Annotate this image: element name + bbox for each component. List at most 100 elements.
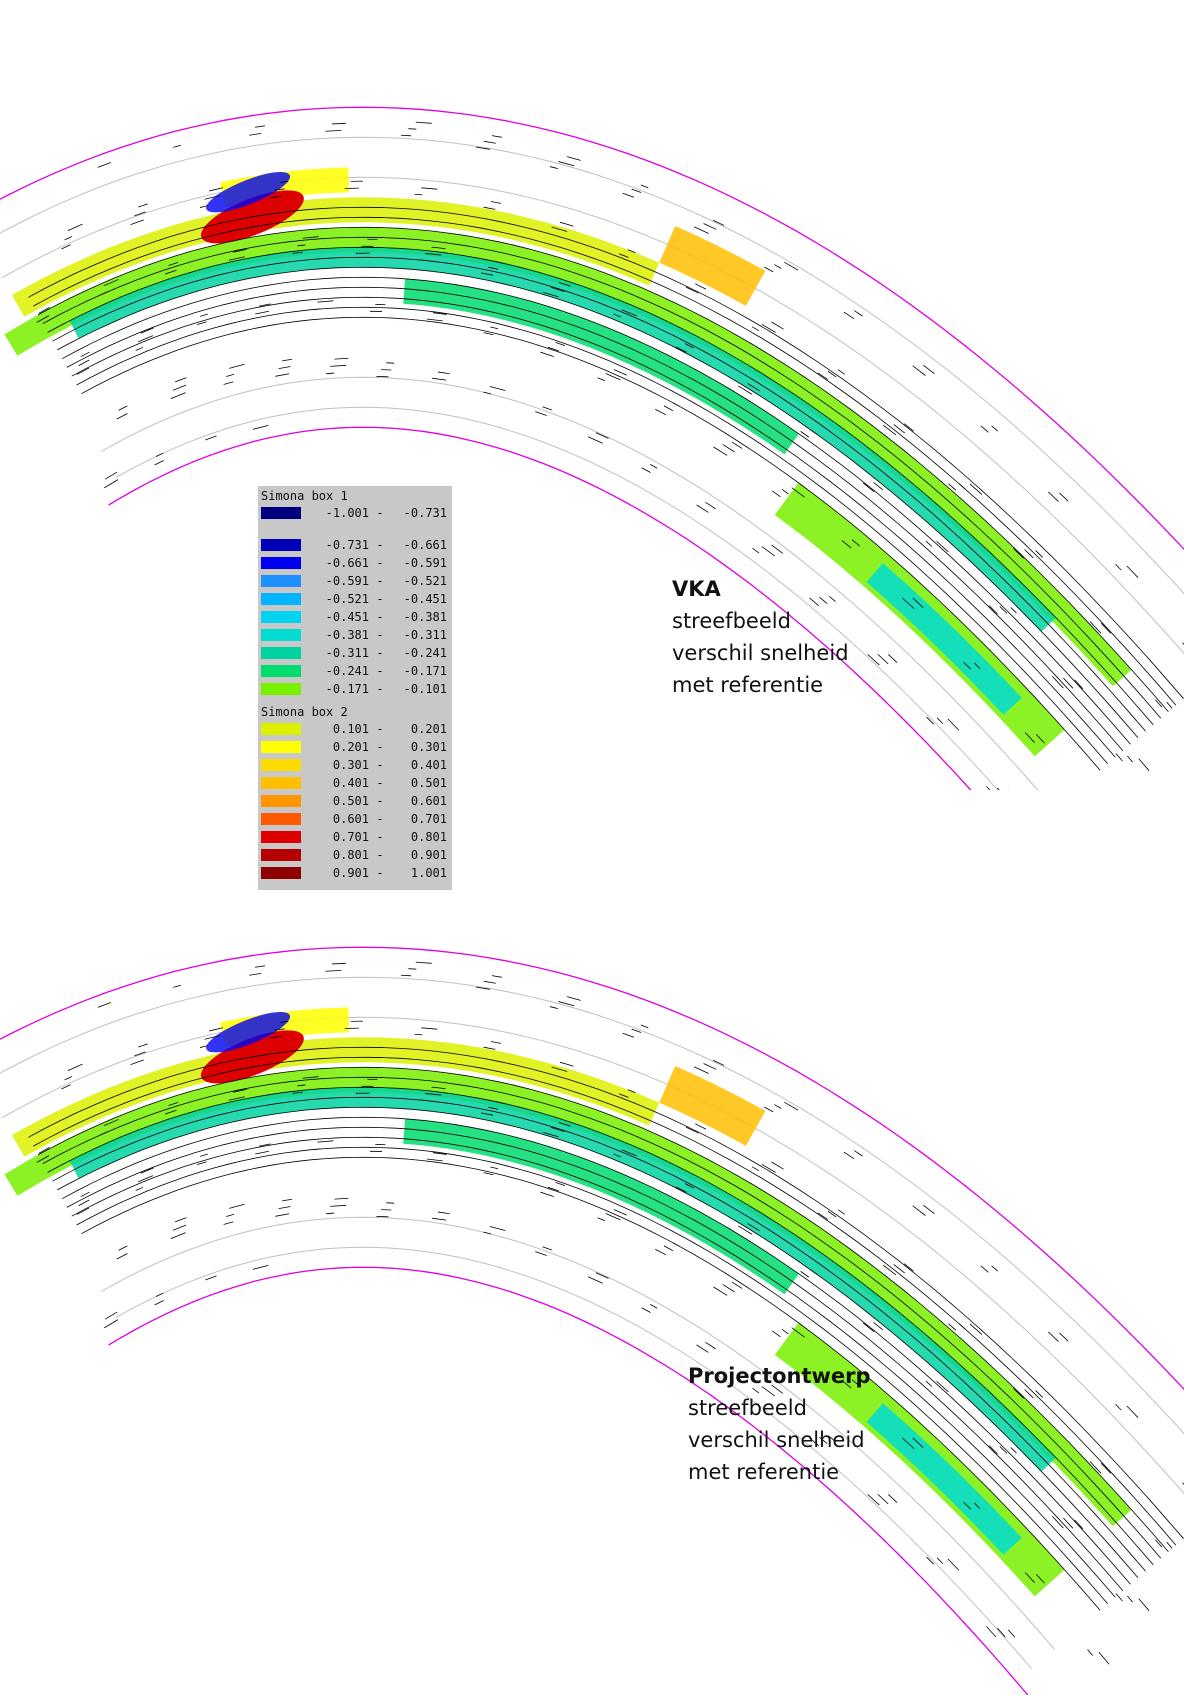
flow-streamline xyxy=(81,1156,1101,1611)
flow-vector xyxy=(784,1101,799,1111)
flow-vector xyxy=(747,383,760,392)
legend-dash: - xyxy=(376,866,384,880)
flow-vector xyxy=(170,1232,186,1240)
legend-high: 0.601 xyxy=(410,794,447,808)
flow-vector xyxy=(258,303,271,307)
flow-vector xyxy=(771,1384,783,1394)
flow-vector xyxy=(827,1210,837,1218)
flow-vector xyxy=(488,1106,499,1110)
flow-vector xyxy=(621,1149,637,1157)
flow-vector xyxy=(490,1041,501,1044)
flow-vector xyxy=(641,1307,651,1313)
flow-vector xyxy=(137,1175,154,1183)
flow-vector xyxy=(605,373,621,381)
flow-vector xyxy=(973,1502,981,1509)
legend-high: 0.701 xyxy=(410,812,447,826)
grid-line xyxy=(1,1016,1184,1495)
legend-dash: - xyxy=(376,592,384,606)
flow-vector xyxy=(551,226,568,232)
flow-vector xyxy=(118,405,128,411)
flow-vector xyxy=(893,1264,905,1274)
flow-vector xyxy=(649,464,658,469)
flow-vector xyxy=(543,1131,559,1138)
flow-vector xyxy=(223,381,234,385)
flow-vector xyxy=(491,135,502,138)
legend-low: -0.311 xyxy=(325,646,369,660)
flow-vector xyxy=(761,1386,776,1397)
flow-vector xyxy=(317,1140,334,1143)
flow-vector xyxy=(622,192,635,198)
flow-vector xyxy=(1154,1539,1163,1548)
flow-vector xyxy=(104,1319,119,1329)
flow-vector xyxy=(936,540,949,553)
flow-vector xyxy=(731,1281,743,1289)
flow-vector xyxy=(488,266,499,270)
flow-vector xyxy=(483,206,496,210)
caption-line: verschil snelheid xyxy=(688,1428,865,1452)
flow-vector xyxy=(292,251,303,254)
legend-row: 0.601- 0.701 xyxy=(261,810,449,828)
color-legend: Simona box 1 -1.001 - -0.731 -0.731- -0.6… xyxy=(258,486,452,890)
flow-vector xyxy=(631,188,642,193)
flow-vector xyxy=(269,1035,282,1039)
flow-vector xyxy=(649,1304,658,1309)
flow-vector xyxy=(76,1207,90,1215)
legend-swatch xyxy=(261,777,301,789)
flow-vector xyxy=(118,1245,128,1251)
legend-swatch xyxy=(261,795,301,807)
flow-vector xyxy=(421,1027,438,1030)
flow-vector xyxy=(76,367,90,375)
flow-vector xyxy=(958,483,966,490)
flow-vector xyxy=(988,1445,998,1455)
flow-vector xyxy=(67,223,83,232)
flow-vector xyxy=(958,1323,966,1330)
flow-vector xyxy=(275,373,290,377)
velocity-band xyxy=(69,247,1056,632)
legend-row: -0.381- -0.311 xyxy=(261,626,449,644)
flow-vector xyxy=(986,1626,997,1638)
flow-vector xyxy=(280,180,289,183)
flow-vector xyxy=(1013,548,1024,559)
flow-vector xyxy=(685,286,699,294)
flow-vector xyxy=(414,1033,423,1036)
flow-vector xyxy=(542,406,553,411)
flow-vector xyxy=(134,1051,146,1057)
legend-swatch xyxy=(261,557,301,569)
flow-vector xyxy=(774,264,782,269)
flow-vector xyxy=(613,313,622,318)
flow-vector xyxy=(1024,1389,1034,1399)
flow-vector xyxy=(278,1206,291,1209)
grid-line xyxy=(100,376,1039,790)
flow-vector xyxy=(693,226,709,234)
flow-vector xyxy=(597,1217,606,1222)
caption-line: met referentie xyxy=(672,673,824,697)
legend-swatch xyxy=(261,575,301,587)
flow-vector xyxy=(418,259,427,261)
legend-high: 0.901 xyxy=(410,848,447,862)
flow-vector xyxy=(829,1436,836,1442)
legend-swatch xyxy=(261,867,301,879)
flow-vector xyxy=(877,1493,889,1505)
flow-vector xyxy=(489,386,506,391)
flow-vector xyxy=(752,1387,760,1394)
flow-vector xyxy=(672,402,680,407)
velocity-band xyxy=(659,1066,766,1146)
grid-line xyxy=(100,1216,1055,1650)
flow-vector xyxy=(948,483,957,491)
flow-streamline xyxy=(37,226,1169,712)
flow-vector xyxy=(414,193,423,196)
flow-vector xyxy=(134,211,146,217)
flow-vector xyxy=(437,371,450,375)
flow-vector xyxy=(595,432,609,439)
flow-streamline xyxy=(28,206,1184,699)
flow-vector xyxy=(67,1063,83,1072)
flow-vector xyxy=(540,351,554,357)
flow-vector xyxy=(326,1212,335,1215)
legend-low: -0.591 xyxy=(325,574,369,588)
legend-row: 0.101- 0.201 xyxy=(261,720,449,738)
flow-vector xyxy=(948,1323,957,1331)
legend-box1-title: Simona box 1 xyxy=(261,489,348,503)
flow-vector xyxy=(1115,563,1122,571)
flow-vector xyxy=(963,661,971,670)
flow-vector xyxy=(712,219,725,226)
